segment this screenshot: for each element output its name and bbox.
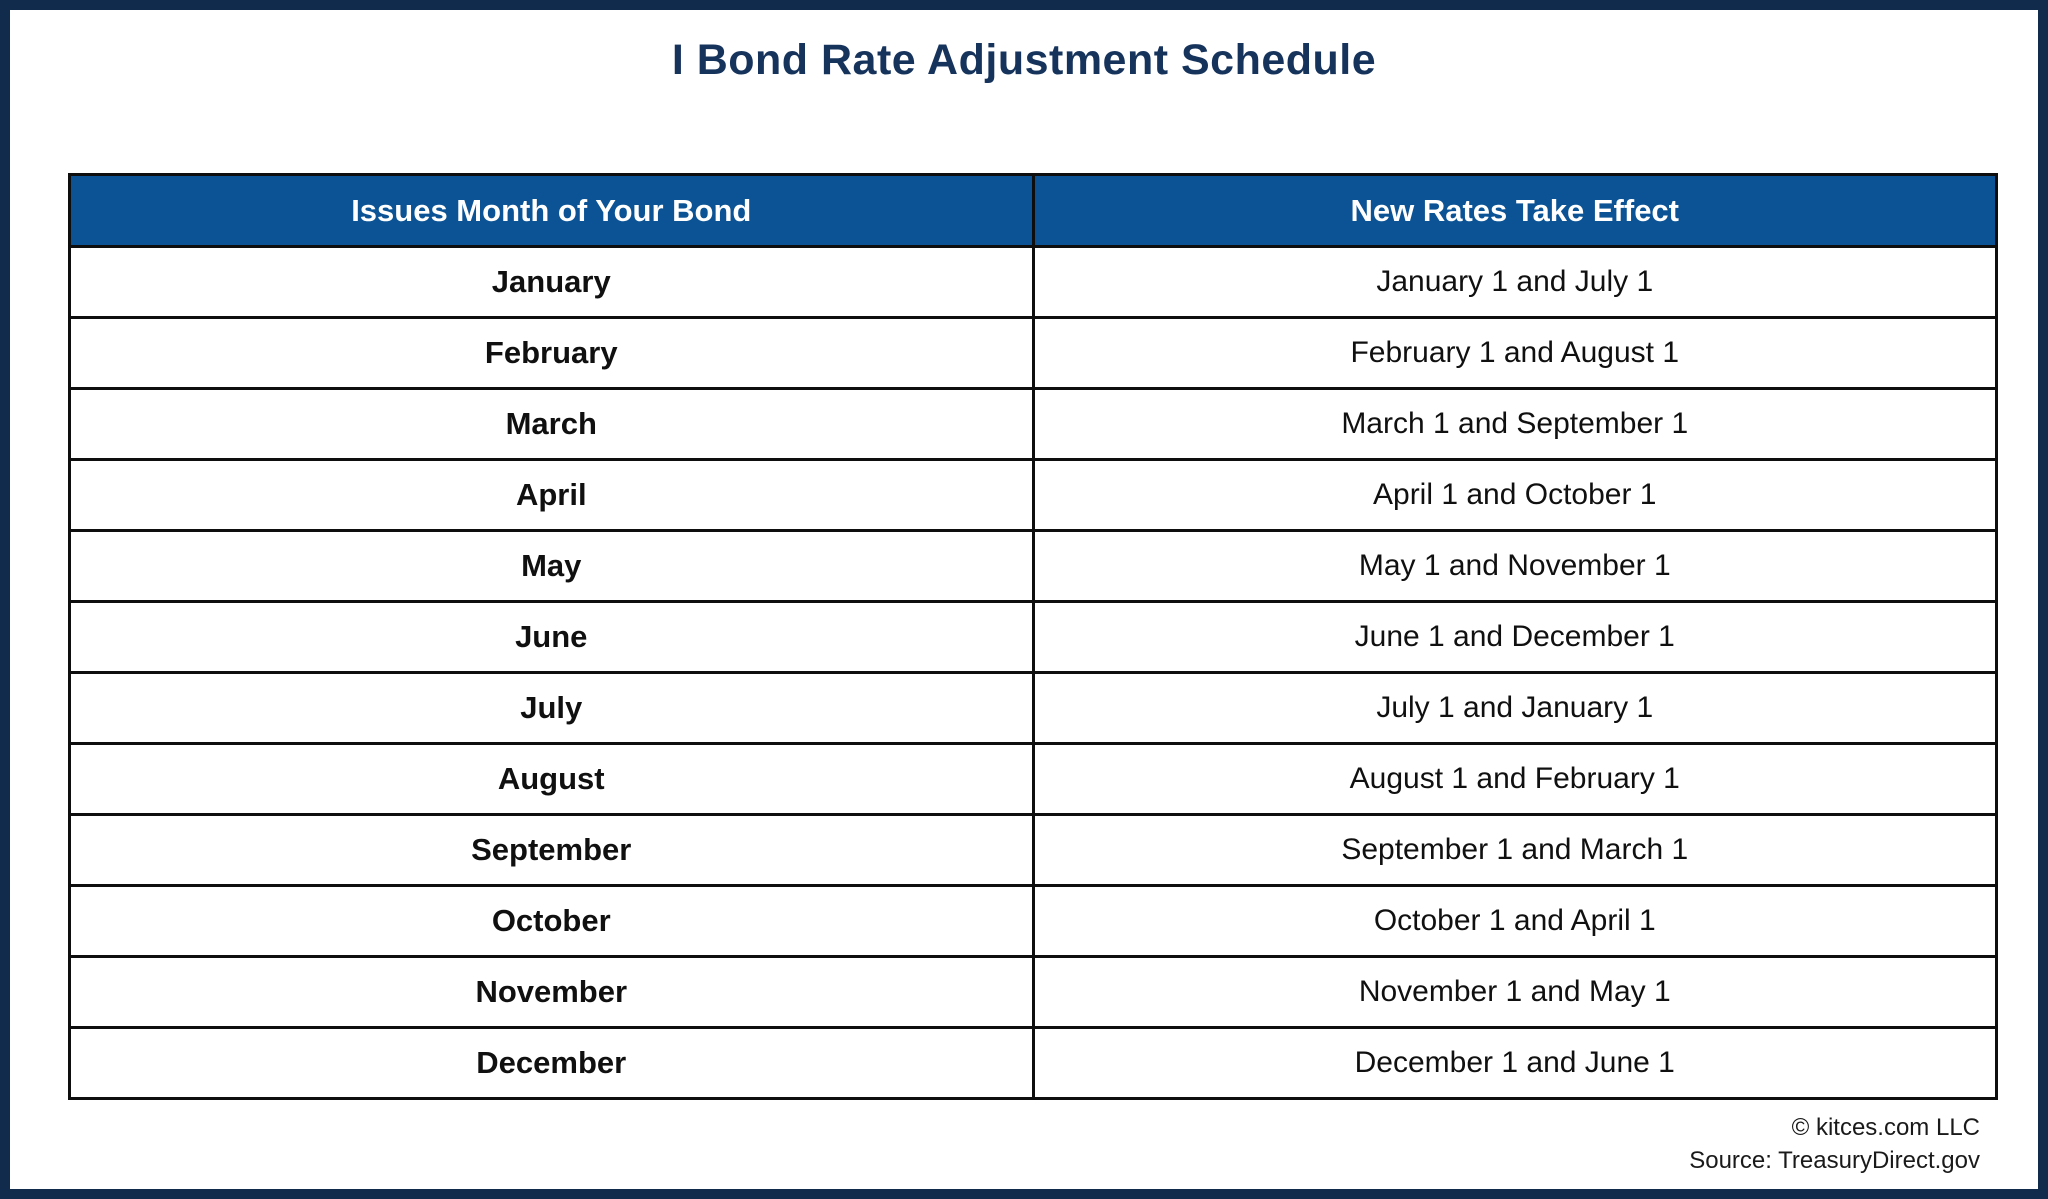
month-cell: December	[68, 1026, 1035, 1100]
header-cell-issue-month: Issues Month of Your Bond	[68, 173, 1035, 248]
month-cell: July	[68, 671, 1035, 745]
header-cell-new-rates: New Rates Take Effect	[1031, 173, 1998, 248]
table-row: May May 1 and November 1	[68, 529, 1998, 603]
footer-attribution: © kitces.com LLC Source: TreasuryDirect.…	[1689, 1111, 1980, 1177]
effect-cell: September 1 and March 1	[1031, 813, 1998, 887]
month-cell: March	[68, 387, 1035, 461]
effect-cell: December 1 and June 1	[1031, 1026, 1998, 1100]
month-cell: April	[68, 458, 1035, 532]
table-header: Issues Month of Your Bond New Rates Take…	[68, 173, 1998, 248]
table-row: July July 1 and January 1	[68, 671, 1998, 745]
month-cell: August	[68, 742, 1035, 816]
month-cell: October	[68, 884, 1035, 958]
effect-cell: August 1 and February 1	[1031, 742, 1998, 816]
table-row: January January 1 and July 1	[68, 245, 1998, 319]
effect-cell: April 1 and October 1	[1031, 458, 1998, 532]
effect-cell: February 1 and August 1	[1031, 316, 1998, 390]
header-row: Issues Month of Your Bond New Rates Take…	[68, 173, 1998, 248]
month-cell: September	[68, 813, 1035, 887]
table-row: March March 1 and September 1	[68, 387, 1998, 461]
table-row: November November 1 and May 1	[68, 955, 1998, 1029]
month-cell: November	[68, 955, 1035, 1029]
month-cell: June	[68, 600, 1035, 674]
effect-cell: January 1 and July 1	[1031, 245, 1998, 319]
effect-cell: July 1 and January 1	[1031, 671, 1998, 745]
month-cell: May	[68, 529, 1035, 603]
effect-cell: October 1 and April 1	[1031, 884, 1998, 958]
table-row: August August 1 and February 1	[68, 742, 1998, 816]
effect-cell: March 1 and September 1	[1031, 387, 1998, 461]
copyright-text: © kitces.com LLC	[1791, 1114, 1980, 1141]
table-row: June June 1 and December 1	[68, 600, 1998, 674]
source-text: Source: TreasuryDirect.gov	[1689, 1147, 1980, 1174]
effect-cell: June 1 and December 1	[1031, 600, 1998, 674]
table-body: January January 1 and July 1 February Fe…	[68, 245, 1998, 1100]
month-cell: January	[68, 245, 1035, 319]
month-cell: February	[68, 316, 1035, 390]
effect-cell: November 1 and May 1	[1031, 955, 1998, 1029]
page-title: I Bond Rate Adjustment Schedule	[671, 36, 1377, 84]
table-row: February February 1 and August 1	[68, 316, 1998, 390]
table-row: September September 1 and March 1	[68, 813, 1998, 887]
effect-cell: May 1 and November 1	[1031, 529, 1998, 603]
table-row: April April 1 and October 1	[68, 458, 1998, 532]
schedule-table: Issues Month of Your Bond New Rates Take…	[68, 173, 1998, 1100]
table-row: October October 1 and April 1	[68, 884, 1998, 958]
table-row: December December 1 and June 1	[68, 1026, 1998, 1100]
